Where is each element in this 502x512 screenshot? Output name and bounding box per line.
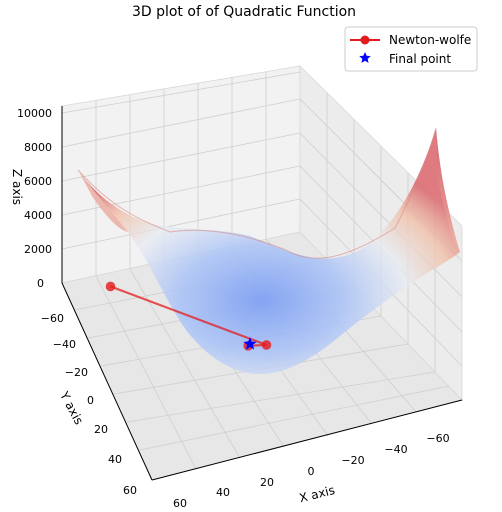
y-tick-label: −40 [53, 338, 76, 351]
y-axis-label: Y axis [57, 388, 86, 427]
legend-box [344, 26, 478, 72]
x-tick-label: 0 [308, 465, 315, 478]
surface-rim-right [436, 128, 460, 252]
surface-body [78, 128, 460, 375]
z-tick-label: 10000 [17, 107, 52, 120]
axis-lines [61, 106, 463, 481]
z-tick-labels: 0 2000 4000 6000 8000 10000 [17, 107, 52, 290]
y-tick-label: −60 [41, 312, 64, 325]
surface-back-edge [77, 127, 437, 259]
legend-marker-swatch [360, 35, 370, 45]
data-point [105, 281, 116, 292]
x-tick-labels: 60 40 20 0 −20 −40 −60 [173, 432, 450, 510]
legend-entry-final-point: Final point [359, 52, 451, 66]
x-axis-label: X axis [298, 483, 336, 505]
z-tick-label: 2000 [24, 243, 52, 256]
z-tick-label: 4000 [24, 209, 52, 222]
y-tick-label: 20 [94, 423, 108, 436]
y-tick-label: −20 [65, 366, 88, 379]
legend-label: Final point [389, 52, 451, 66]
quadratic-surface [77, 127, 460, 375]
x-axis-line [151, 399, 463, 481]
z-tick-label: 0 [37, 277, 44, 290]
z-tick-label: 6000 [24, 175, 52, 188]
chart-title: 3D plot of of Quadratic Function [132, 4, 356, 20]
x-tick-label: −40 [384, 443, 407, 456]
final-point-star [243, 337, 257, 350]
legend-star-icon [359, 52, 371, 63]
z-axis-label: Z axis [10, 169, 24, 205]
legend-entry-newton-wolfe: Newton-wolfe [350, 33, 471, 47]
x-tick-label: −20 [341, 454, 364, 467]
y-tick-labels: −60 −40 −20 0 20 40 60 [41, 312, 137, 497]
legend-label: Newton-wolfe [389, 33, 471, 47]
x-tick-label: −60 [426, 432, 449, 445]
y-tick-label: 40 [108, 453, 122, 466]
data-point [261, 340, 272, 350]
y-tick-label: 0 [87, 394, 94, 407]
legend: Newton-wolfe Final point [344, 26, 478, 72]
data-series [105, 281, 272, 351]
z-tick-label: 8000 [24, 141, 52, 154]
y-axis-line [61, 282, 153, 481]
y-tick-label: 60 [123, 484, 137, 497]
x-tick-label: 60 [173, 497, 187, 510]
x-tick-label: 20 [260, 476, 274, 489]
x-tick-label: 40 [216, 486, 230, 499]
